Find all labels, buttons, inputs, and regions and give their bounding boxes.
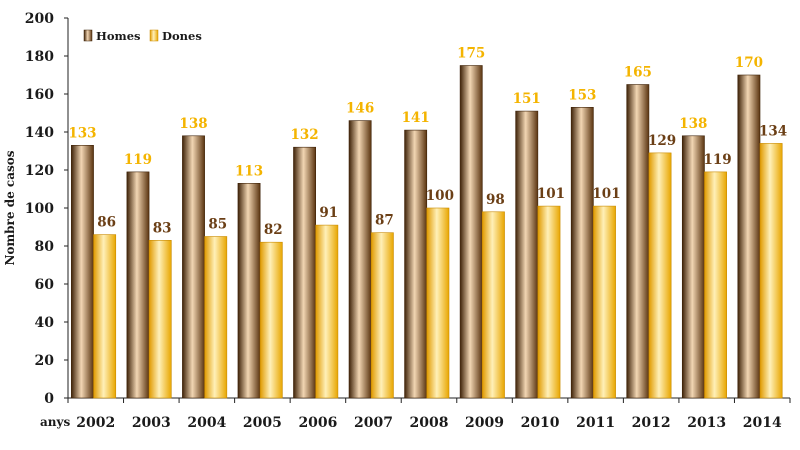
data-label-homes: 119 [124, 152, 152, 168]
x-tick-label: 2007 [354, 415, 393, 431]
bar-homes-2005 [237, 183, 261, 399]
y-tick-label: 120 [25, 163, 54, 179]
y-tick-label: 100 [25, 201, 54, 217]
data-label-homes: 170 [735, 55, 763, 71]
x-axis-unit-label: anys [40, 415, 70, 429]
y-tick-label: 160 [25, 87, 54, 103]
data-label-homes: 132 [291, 127, 319, 143]
y-axis-label: Nombre de casos [3, 150, 17, 265]
data-label-dones: 87 [375, 213, 394, 229]
data-label-dones: 100 [426, 188, 454, 204]
y-tick-label: 180 [25, 49, 54, 65]
bar-dones-2005 [259, 241, 283, 399]
bar-homes-2014 [737, 74, 761, 399]
x-tick-label: 2011 [576, 415, 615, 431]
data-label-dones: 86 [97, 215, 116, 231]
data-label-dones: 85 [208, 217, 227, 233]
x-tick-label: 2014 [743, 415, 782, 431]
bar-homes-2007 [348, 120, 372, 399]
bar-dones-2003 [148, 240, 172, 399]
data-label-dones: 101 [537, 186, 565, 202]
y-tick-label: 20 [35, 353, 55, 369]
x-tick-label: 2010 [521, 415, 560, 431]
data-label-homes: 165 [624, 65, 652, 81]
y-tick-label: 0 [44, 391, 54, 407]
bar-dones-2002 [93, 234, 117, 399]
bar-dones-2013 [704, 171, 727, 399]
bar-dones-2011 [593, 205, 616, 399]
bar-homes-2013 [681, 135, 705, 399]
bar-homes-2008 [404, 129, 428, 399]
data-label-homes: 133 [68, 125, 96, 141]
bar-dones-2012 [648, 152, 672, 399]
x-tick-label: 2013 [687, 415, 726, 431]
x-tick-label: 2005 [243, 415, 282, 431]
legend-swatch-dones [149, 29, 159, 42]
legend-label-dones: Dones [162, 29, 202, 43]
bar-homes-2003 [126, 171, 150, 399]
data-label-dones: 82 [264, 222, 283, 238]
data-label-homes: 138 [679, 116, 707, 132]
data-label-dones: 91 [319, 205, 338, 221]
bar-homes-2004 [182, 135, 205, 399]
x-tick-label: 2008 [410, 415, 449, 431]
bar-dones-2006 [315, 224, 339, 399]
x-tick-label: 2006 [298, 415, 337, 431]
bar-homes-2010 [515, 110, 539, 399]
y-tick-label: 200 [25, 11, 54, 27]
bar-homes-2011 [570, 107, 594, 399]
data-label-homes: 153 [568, 87, 596, 103]
y-tick-label: 80 [35, 239, 55, 255]
legend: Homes Dones [83, 29, 202, 43]
data-label-homes: 141 [402, 110, 430, 126]
data-label-dones: 119 [703, 152, 731, 168]
data-label-dones: 101 [592, 186, 620, 202]
bar-homes-2012 [626, 84, 650, 399]
data-label-homes: 138 [179, 116, 207, 132]
y-tick-label: 60 [35, 277, 55, 293]
data-label-dones: 134 [759, 123, 787, 139]
bar-dones-2008 [426, 207, 450, 399]
y-tick-label: 40 [35, 315, 55, 331]
data-label-homes: 146 [346, 101, 374, 117]
data-label-homes: 113 [235, 163, 263, 179]
bar-dones-2004 [204, 236, 228, 399]
data-label-homes: 175 [457, 46, 485, 62]
data-label-homes: 151 [513, 91, 541, 107]
bar-dones-2009 [482, 211, 505, 399]
data-label-dones: 98 [486, 192, 505, 208]
bar-dones-2014 [759, 143, 783, 399]
bar-dones-2010 [537, 205, 561, 399]
legend-swatch-homes [83, 29, 93, 42]
x-tick-label: 2009 [465, 415, 504, 431]
legend-label-homes: Homes [96, 29, 141, 43]
x-tick-label: 2004 [187, 415, 226, 431]
bar-homes-2006 [293, 146, 317, 399]
x-tick-label: 2012 [632, 415, 671, 431]
x-tick-label: 2002 [76, 415, 115, 431]
y-tick-label: 140 [25, 125, 54, 141]
data-label-dones: 129 [648, 133, 676, 149]
x-tick-label: 2003 [132, 415, 171, 431]
bar-dones-2007 [370, 232, 394, 399]
data-label-dones: 83 [153, 220, 172, 236]
bar-homes-2002 [71, 145, 94, 399]
bar-homes-2009 [459, 65, 483, 399]
